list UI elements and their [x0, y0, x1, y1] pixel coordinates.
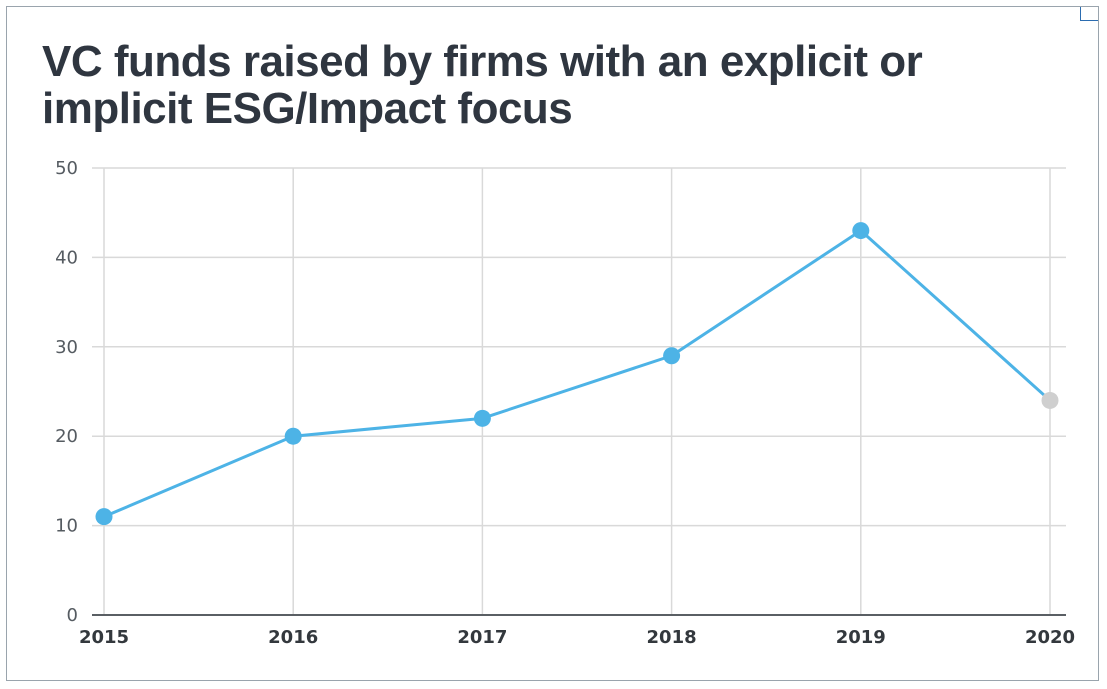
x-tick-label: 2019 [836, 627, 886, 648]
y-tick-label: 20 [55, 426, 78, 447]
x-tick-label: 2020 [1025, 627, 1075, 648]
data-point [284, 427, 302, 445]
y-tick-label: 10 [55, 516, 78, 537]
x-tick-label: 2017 [457, 627, 507, 648]
x-tick-label: 2016 [268, 627, 318, 648]
data-point [473, 409, 491, 427]
x-axis: 2015 2016 2017 2018 2019 2020 [79, 614, 1075, 648]
chart-title: VC funds raised by firms with an explici… [42, 37, 923, 133]
y-tick-label: 0 [67, 605, 78, 626]
x-tick-label: 2015 [79, 627, 129, 648]
y-tick-label: 40 [55, 247, 78, 268]
series-layer [95, 222, 1059, 526]
y-axis: 0 10 20 30 40 50 [55, 158, 78, 626]
data-point [663, 347, 681, 365]
y-tick-label: 50 [55, 158, 78, 179]
chart-frame [6, 6, 1099, 681]
corner-mark [1080, 7, 1098, 21]
grid-lines [92, 167, 1066, 615]
data-point [95, 508, 113, 526]
data-point [852, 222, 870, 240]
data-point [1041, 391, 1059, 409]
series-line [103, 229, 1052, 519]
x-tick-label: 2018 [647, 627, 697, 648]
y-tick-label: 30 [55, 337, 78, 358]
